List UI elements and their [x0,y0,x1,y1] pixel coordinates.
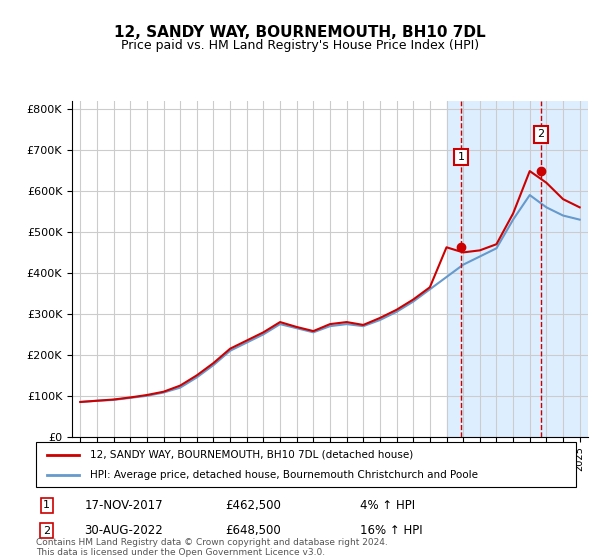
Text: 2: 2 [537,129,544,139]
Text: 4% ↑ HPI: 4% ↑ HPI [360,499,415,512]
Text: £462,500: £462,500 [225,499,281,512]
Text: HPI: Average price, detached house, Bournemouth Christchurch and Poole: HPI: Average price, detached house, Bour… [90,470,478,480]
Text: Contains HM Land Registry data © Crown copyright and database right 2024.
This d: Contains HM Land Registry data © Crown c… [36,538,388,557]
Text: 16% ↑ HPI: 16% ↑ HPI [360,524,422,537]
FancyBboxPatch shape [36,442,576,487]
Text: Price paid vs. HM Land Registry's House Price Index (HPI): Price paid vs. HM Land Registry's House … [121,39,479,52]
Text: 1: 1 [43,501,50,510]
Text: 17-NOV-2017: 17-NOV-2017 [85,499,163,512]
Text: 2: 2 [43,526,50,535]
Text: 30-AUG-2022: 30-AUG-2022 [85,524,163,537]
Text: 12, SANDY WAY, BOURNEMOUTH, BH10 7DL (detached house): 12, SANDY WAY, BOURNEMOUTH, BH10 7DL (de… [90,450,413,460]
Text: 12, SANDY WAY, BOURNEMOUTH, BH10 7DL: 12, SANDY WAY, BOURNEMOUTH, BH10 7DL [114,25,486,40]
Text: 1: 1 [458,152,464,162]
Text: £648,500: £648,500 [225,524,281,537]
Bar [446,101,588,437]
